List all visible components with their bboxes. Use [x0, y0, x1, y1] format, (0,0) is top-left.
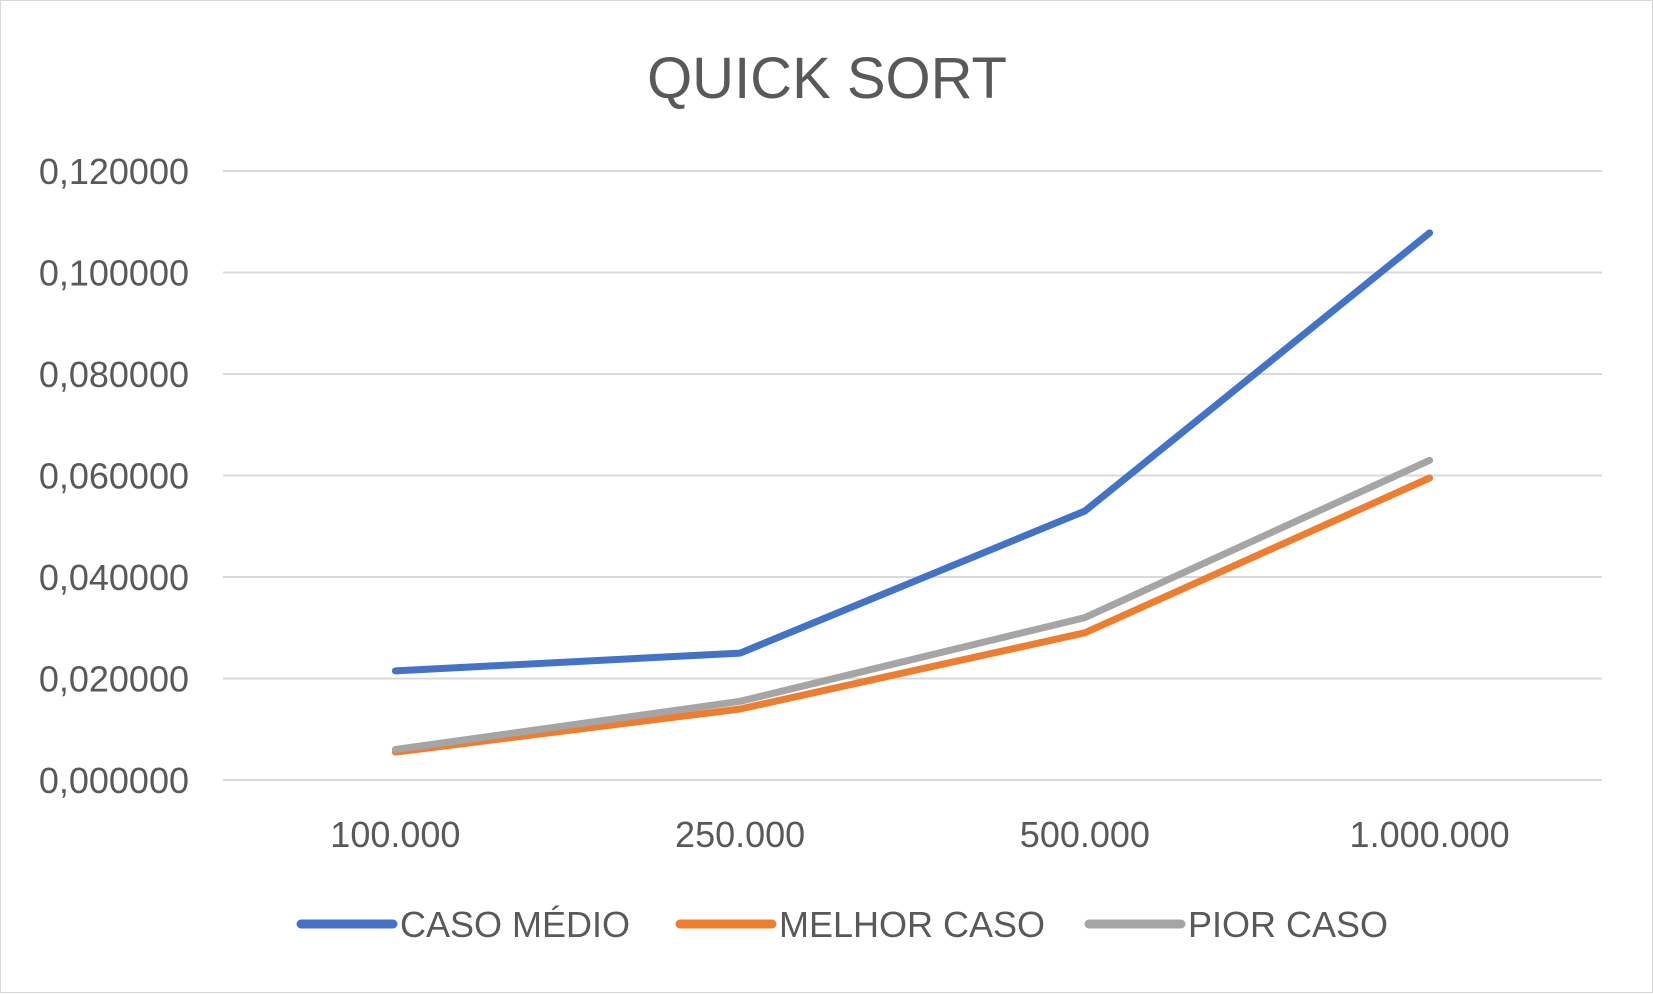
x-tick-label: 1.000.000	[1350, 814, 1510, 855]
y-tick-label: 0,120000	[39, 151, 189, 192]
chart-title: QUICK SORT	[647, 46, 1007, 111]
y-tick-label: 0,020000	[39, 659, 189, 700]
legend-label: MELHOR CASO	[779, 904, 1045, 945]
x-tick-label: 250.000	[675, 814, 805, 855]
x-axis-ticks: 100.000 250.000 500.000 1.000.000	[330, 814, 1509, 855]
x-tick-label: 100.000	[330, 814, 460, 855]
y-tick-label: 0,040000	[39, 557, 189, 598]
series-line	[391, 474, 1434, 756]
y-axis-ticks: 0,000000 0,020000 0,040000 0,060000 0,080000…	[39, 151, 189, 801]
x-tick-label: 500.000	[1020, 814, 1150, 855]
series-line	[391, 456, 1434, 753]
series-line	[391, 229, 1434, 675]
series-lines	[391, 229, 1434, 756]
gridlines	[223, 170, 1602, 781]
legend-label: CASO MÉDIO	[400, 904, 630, 945]
y-tick-label: 0,100000	[39, 253, 189, 294]
y-tick-label: 0,000000	[39, 760, 189, 801]
legend-label: PIOR CASO	[1188, 904, 1388, 945]
y-tick-label: 0,060000	[39, 456, 189, 497]
legend: CASO MÉDIO MELHOR CASO PIOR CASO	[296, 904, 1388, 945]
y-tick-label: 0,080000	[39, 354, 189, 395]
